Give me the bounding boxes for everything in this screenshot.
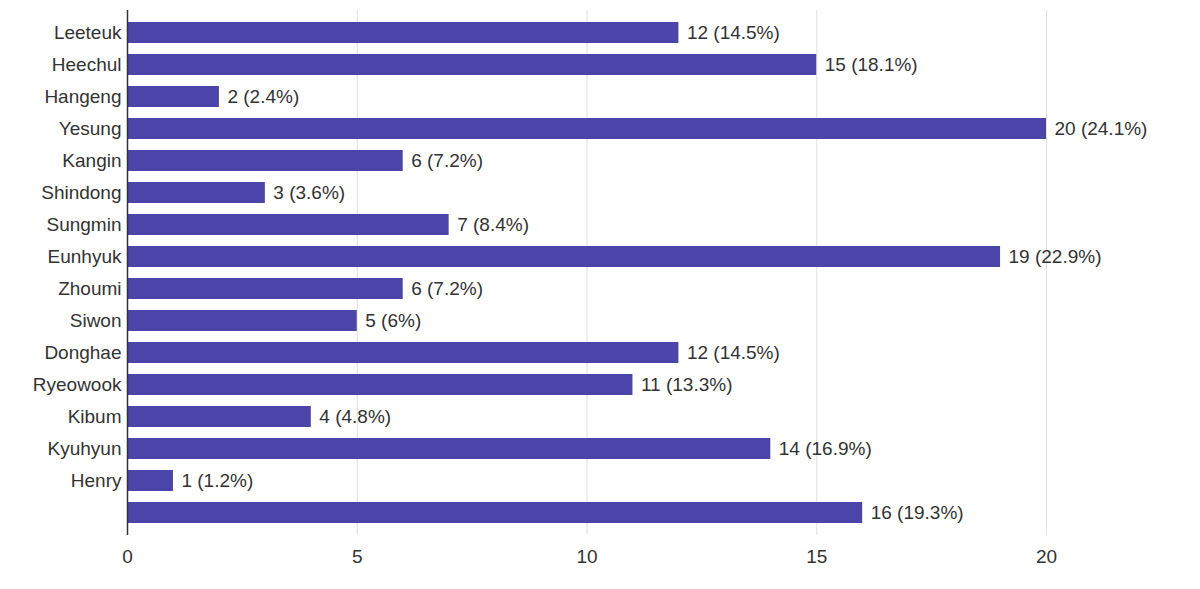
- svg-text:6 (7.2%): 6 (7.2%): [411, 150, 483, 171]
- svg-text:Zhoumi: Zhoumi: [58, 278, 121, 299]
- svg-text:6 (7.2%): 6 (7.2%): [411, 278, 483, 299]
- svg-text:11 (13.3%): 11 (13.3%): [641, 374, 733, 395]
- svg-text:Donghae: Donghae: [44, 342, 121, 363]
- svg-text:Kyuhyun: Kyuhyun: [48, 438, 122, 459]
- svg-text:Leeteuk: Leeteuk: [54, 22, 122, 43]
- svg-text:Heechul: Heechul: [52, 54, 122, 75]
- svg-text:Henry: Henry: [71, 470, 122, 491]
- svg-text:14 (16.9%): 14 (16.9%): [779, 438, 872, 459]
- svg-text:0: 0: [122, 546, 133, 567]
- svg-text:Shindong: Shindong: [41, 182, 121, 203]
- svg-text:1 (1.2%): 1 (1.2%): [181, 470, 253, 491]
- svg-text:Hangeng: Hangeng: [44, 86, 121, 107]
- svg-text:Kangin: Kangin: [62, 150, 121, 171]
- svg-text:Sungmin: Sungmin: [47, 214, 122, 235]
- svg-text:16 (19.3%): 16 (19.3%): [871, 502, 964, 523]
- svg-text:Ryeowook: Ryeowook: [33, 374, 122, 395]
- svg-text:20: 20: [1036, 546, 1057, 567]
- svg-text:19 (22.9%): 19 (22.9%): [1009, 246, 1102, 267]
- svg-text:10: 10: [576, 546, 597, 567]
- svg-text:Eunhyuk: Eunhyuk: [48, 246, 122, 267]
- svg-text:15: 15: [806, 546, 827, 567]
- svg-text:15 (18.1%): 15 (18.1%): [825, 54, 918, 75]
- svg-text:12 (14.5%): 12 (14.5%): [687, 342, 780, 363]
- svg-text:Siwon: Siwon: [70, 310, 122, 331]
- svg-text:5 (6%): 5 (6%): [365, 310, 421, 331]
- svg-text:3 (3.6%): 3 (3.6%): [273, 182, 345, 203]
- svg-text:4 (4.8%): 4 (4.8%): [319, 406, 391, 427]
- svg-text:Yesung: Yesung: [59, 118, 122, 139]
- svg-text:7 (8.4%): 7 (8.4%): [457, 214, 529, 235]
- svg-text:5: 5: [352, 546, 363, 567]
- svg-text:12 (14.5%): 12 (14.5%): [687, 22, 780, 43]
- svg-text:2 (2.4%): 2 (2.4%): [227, 86, 299, 107]
- svg-text:Kibum: Kibum: [68, 406, 122, 427]
- svg-text:20 (24.1%): 20 (24.1%): [1055, 118, 1148, 139]
